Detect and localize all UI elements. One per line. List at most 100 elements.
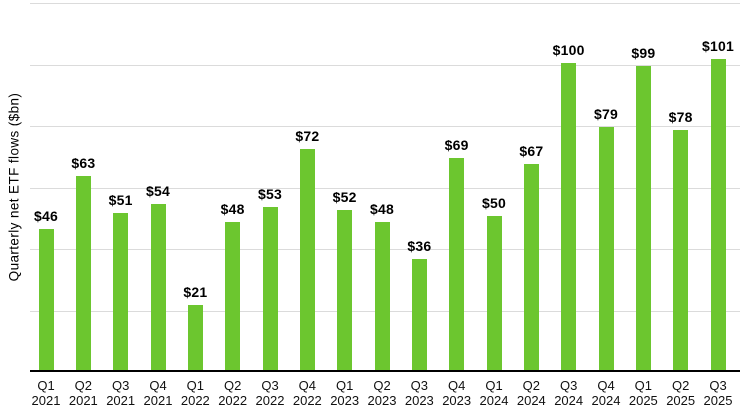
- y-axis-title: Quarterly net ETF flows ($bn): [6, 92, 22, 282]
- bar: [38, 228, 54, 370]
- bar: [299, 148, 315, 370]
- x-tick-label: Q3 2023: [394, 378, 444, 408]
- x-tick-line: 2023: [442, 393, 472, 408]
- x-tick-line: 2023: [330, 393, 360, 408]
- bar: [337, 210, 353, 370]
- bar-value-label: $69: [444, 136, 469, 153]
- bar: [710, 59, 726, 370]
- bar-value-label: $51: [108, 192, 133, 209]
- x-tick-line: 2025: [666, 393, 696, 408]
- x-tick-line: Q2: [373, 378, 391, 393]
- x-tick-label: Q3 2025: [693, 378, 740, 408]
- x-tick-line: 2025: [703, 393, 733, 408]
- bar: [449, 157, 465, 370]
- x-tick-label: Q3 2022: [245, 378, 295, 408]
- bar: [635, 65, 651, 370]
- x-tick-line: 2021: [31, 393, 61, 408]
- x-tick-label: Q1 2023: [320, 378, 370, 408]
- x-tick-label: Q3 2024: [544, 378, 594, 408]
- x-tick-label: Q4 2021: [133, 378, 183, 408]
- bar: [225, 222, 241, 370]
- x-tick-line: 2024: [591, 393, 621, 408]
- x-tick-label: Q3 2021: [96, 378, 146, 408]
- bar: [113, 213, 129, 370]
- x-tick-label: Q2 2021: [58, 378, 108, 408]
- x-tick-line: Q3: [559, 378, 578, 393]
- x-tick-line: Q4: [597, 378, 615, 393]
- bar-value-label: $63: [71, 155, 96, 172]
- grid-line: [30, 65, 740, 66]
- bar-value-label: $54: [146, 182, 170, 199]
- x-tick-line: Q1: [485, 378, 503, 393]
- x-tick-label: Q2 2022: [208, 378, 258, 408]
- x-tick-line: 2025: [628, 393, 658, 408]
- grid-line: [30, 3, 740, 4]
- bar-value-label: $46: [34, 207, 58, 224]
- bar: [598, 127, 614, 370]
- x-axis-line: [30, 370, 740, 372]
- bar-value-label: $79: [594, 106, 618, 123]
- x-tick-label: Q2 2024: [506, 378, 556, 408]
- bar: [187, 305, 203, 370]
- x-tick-label: Q1 2024: [469, 378, 519, 408]
- bar-value-label: $48: [220, 201, 245, 218]
- bar: [374, 222, 390, 370]
- x-tick-line: 2024: [554, 393, 584, 408]
- x-tick-label: Q4 2024: [581, 378, 631, 408]
- bar: [75, 176, 91, 370]
- x-tick-line: Q1: [634, 378, 652, 393]
- bar-value-label: $67: [519, 142, 544, 159]
- x-tick-label: Q4 2022: [282, 378, 332, 408]
- x-tick-line: Q3: [111, 378, 130, 393]
- bar-value-label: $99: [631, 44, 656, 61]
- plot-area: $46 $63 $51 $54 $21 $48 $53 $72 $52 $48 $36 $69 $50 $…: [30, 0, 740, 372]
- bar: [150, 203, 166, 370]
- x-axis-tick-labels: Q1 2021 Q2 2021 Q3 2021 Q4 2021 Q1 2022 Q2 2022 Q3 20…: [30, 378, 740, 412]
- bar: [561, 62, 577, 370]
- bar-value-label: $72: [295, 127, 320, 144]
- x-tick-label: Q1 2021: [21, 378, 71, 408]
- x-tick-line: 2024: [479, 393, 509, 408]
- x-tick-label: Q4 2023: [432, 378, 482, 408]
- x-tick-line: 2021: [68, 393, 98, 408]
- x-tick-line: Q2: [522, 378, 540, 393]
- x-tick-label: Q2 2023: [357, 378, 407, 408]
- x-tick-line: 2021: [106, 393, 136, 408]
- grid-line: [30, 188, 740, 189]
- x-tick-line: Q1: [186, 378, 204, 393]
- x-tick-line: 2022: [292, 393, 322, 408]
- bar-value-label: $48: [370, 201, 394, 218]
- bar: [262, 207, 278, 370]
- bar: [486, 216, 502, 370]
- bar-value-label: $53: [258, 186, 282, 203]
- x-tick-label: Q1 2022: [170, 378, 220, 408]
- x-tick-line: Q2: [671, 378, 690, 393]
- x-tick-line: Q4: [447, 378, 466, 393]
- bar: [523, 163, 539, 370]
- x-tick-line: Q2: [74, 378, 92, 393]
- bar-value-label: $52: [332, 189, 357, 206]
- x-tick-line: Q2: [223, 378, 242, 393]
- x-tick-line: Q1: [335, 378, 354, 393]
- x-tick-line: Q3: [709, 378, 727, 393]
- x-tick-line: 2023: [367, 393, 397, 408]
- bar-value-label: $101: [702, 38, 734, 55]
- x-tick-line: Q1: [37, 378, 55, 393]
- x-tick-line: 2022: [180, 393, 210, 408]
- bar: [673, 130, 689, 370]
- x-tick-line: 2023: [404, 393, 434, 408]
- x-tick-line: Q4: [149, 378, 167, 393]
- bar-value-label: $100: [552, 41, 585, 58]
- x-tick-line: Q3: [410, 378, 428, 393]
- x-tick-line: Q4: [298, 378, 316, 393]
- bar-value-label: $36: [407, 238, 432, 255]
- bar-value-label: $78: [668, 109, 693, 126]
- x-tick-line: 2021: [143, 393, 173, 408]
- x-tick-line: 2022: [255, 393, 285, 408]
- x-tick-line: Q3: [261, 378, 279, 393]
- x-tick-line: 2022: [218, 393, 248, 408]
- bar-value-label: $21: [183, 284, 208, 301]
- bar: [411, 259, 427, 370]
- grid-line: [30, 126, 740, 127]
